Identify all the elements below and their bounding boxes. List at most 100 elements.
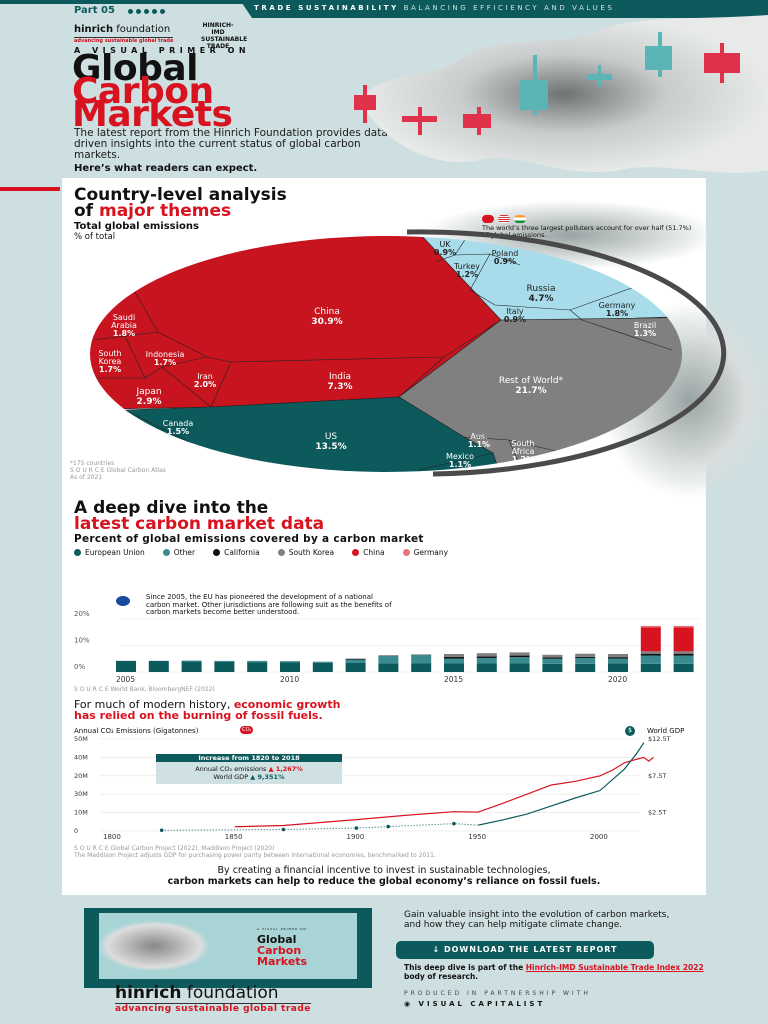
- imd-logo: HINRICH-IMD SUSTAINABLE TRADE: [201, 22, 248, 50]
- label-indonesia: Indonesia 1.7%: [145, 350, 185, 367]
- banner-bold: TRADE SUSTAINABILITY: [254, 4, 399, 12]
- bar-chart: 0% 10% 20% 2005 2010 2015 2020: [74, 610, 700, 684]
- bar-segment: [247, 660, 268, 663]
- y-right-tick-label: $2.5T: [648, 809, 666, 817]
- bar-segment: [608, 657, 628, 659]
- expect-text: Here’s what readers can expect.: [74, 163, 258, 174]
- report-cover[interactable]: A VISUAL PRIMER ON Global Carbon Markets: [84, 908, 372, 988]
- label-rest-of-world: Rest of World* 21.7%: [498, 376, 564, 396]
- bar-segment: [214, 660, 235, 662]
- label-aus: Aus. 1.1%: [467, 432, 491, 449]
- series-banner: TRADE SUSTAINABILITY BALANCING EFFICIENC…: [240, 0, 768, 18]
- x-tick-label: 2010: [280, 675, 299, 684]
- emissions-chart-title: Total global emissions: [74, 221, 199, 232]
- label-japan: Japan 2.9%: [136, 387, 162, 407]
- legend-california: California: [213, 548, 260, 557]
- legend-china: China: [352, 548, 385, 557]
- bar-segment: [673, 651, 694, 654]
- bar-segment: [509, 652, 530, 656]
- co2-badge-icon: CO₂: [240, 726, 254, 734]
- part-label: Part 05: [74, 5, 115, 16]
- section-marker: [0, 187, 60, 191]
- y-right-tick-label: $7.5T: [648, 772, 666, 780]
- bar-segment: [247, 662, 268, 672]
- bar-segment: [444, 653, 464, 657]
- bar-segment: [378, 663, 399, 672]
- bar-segment: [608, 653, 628, 658]
- bar-segment: [476, 653, 497, 657]
- eu-flag-icon: [116, 596, 130, 606]
- bar-segment: [575, 656, 596, 658]
- bar-segment: [378, 655, 399, 657]
- label-south-korea: South Korea 1.7%: [98, 349, 122, 374]
- y-left-tick-label: 30M: [74, 790, 88, 798]
- legend-germany: Germany: [402, 548, 448, 557]
- label-brazil: Brazil 1.3%: [633, 321, 657, 338]
- label-turkey: Turkey 1.2%: [453, 262, 481, 279]
- label-india: India 7.3%: [327, 372, 353, 392]
- bar-segment: [148, 660, 169, 672]
- bar-segment: [673, 663, 694, 672]
- gdp-point: [159, 828, 164, 833]
- line-chart: 0 10M 30M 20M 40M 50M $2.5T $7.5T $12.5T 1800 1850…: [74, 735, 671, 840]
- bar-segment: [214, 661, 235, 672]
- bar-segment: [640, 655, 661, 664]
- x-tick-label: 1850: [225, 833, 243, 840]
- bar-segment: [312, 662, 333, 672]
- bar-segment: [542, 654, 563, 658]
- bar-segment: [411, 663, 432, 672]
- y-left-tick-label: 20M: [74, 772, 88, 780]
- label-uk: UK 0.9%: [433, 240, 457, 257]
- intro-text: The latest report from the Hinrich Found…: [74, 127, 392, 161]
- x-tick-label: 2015: [444, 675, 463, 684]
- bar-segment: [575, 657, 596, 664]
- bar-segment: [280, 662, 300, 672]
- bar-segment: [312, 661, 333, 663]
- label-italy: Italy 0.9%: [503, 307, 527, 324]
- increase-box-title: Increase from 1820 to 2018: [156, 754, 342, 762]
- treemap-source: *175 countries S O U R C E Global Carbon …: [70, 460, 166, 481]
- y-tick-label: 20%: [74, 610, 90, 618]
- footer-hinrich-logo[interactable]: hinrich foundation advancing sustainable …: [115, 983, 311, 1014]
- primer-label: A VISUAL PRIMER ON: [74, 46, 251, 55]
- bar-segment: [509, 655, 530, 658]
- label-russia: Russia 4.7%: [526, 284, 556, 304]
- top-polluter-flags: [482, 215, 526, 223]
- x-tick-label: 1950: [468, 833, 486, 840]
- line-chart-source: S O U R C E Global Carbon Project (2022)…: [74, 845, 436, 859]
- bar-segment: [444, 656, 464, 659]
- bar-segment: [181, 661, 202, 672]
- gdp-point: [354, 826, 359, 830]
- report-blurb: Gain valuable insight into the evolution…: [404, 910, 670, 930]
- gdp-axis-label: World GDP: [647, 727, 685, 735]
- sti-report-link[interactable]: Hinrich-IMD Sustainable Trade Index 2022: [525, 963, 704, 972]
- bar-segment: [542, 663, 563, 672]
- bar-segment: [476, 657, 497, 664]
- label-mexico: Mexico 1.1%: [446, 452, 474, 469]
- label-south-africa: South Africa 1.2%: [511, 439, 535, 464]
- gdp-line: [478, 742, 645, 826]
- bar-segment: [640, 651, 661, 654]
- bar-segment: [608, 658, 628, 664]
- dollar-icon: $: [625, 726, 635, 736]
- gdp-point: [452, 821, 456, 826]
- x-tick-label: 1900: [347, 833, 365, 840]
- bar-segment: [378, 656, 399, 664]
- download-report-button[interactable]: ↓ DOWNLOAD THE LATEST REPORT: [396, 941, 654, 959]
- hinrich-logo[interactable]: hinrich foundation advancing sustainable …: [74, 24, 174, 44]
- eu-annotation: Since 2005, the EU has pioneered the dev…: [146, 593, 392, 616]
- bar-segment: [673, 627, 694, 652]
- visual-capitalist-logo[interactable]: ◉ VISUAL CAPITALIST: [404, 1000, 546, 1008]
- bar-segment: [575, 663, 596, 672]
- x-tick-label: 2000: [590, 833, 608, 840]
- y-left-tick-label: 10M: [74, 809, 88, 817]
- us-flag-icon: [498, 215, 510, 223]
- y-tick-label: 0%: [74, 663, 85, 671]
- bar-segment: [476, 656, 497, 658]
- y-left-tick-label: 40M: [74, 753, 88, 761]
- section2-title: A deep dive into the latest carbon market…: [74, 498, 325, 534]
- bar-segment: [476, 663, 497, 672]
- x-tick-label: 2005: [116, 675, 135, 684]
- section1-title: Country-level analysis of major themes: [74, 185, 287, 221]
- bar-segment: [542, 657, 563, 659]
